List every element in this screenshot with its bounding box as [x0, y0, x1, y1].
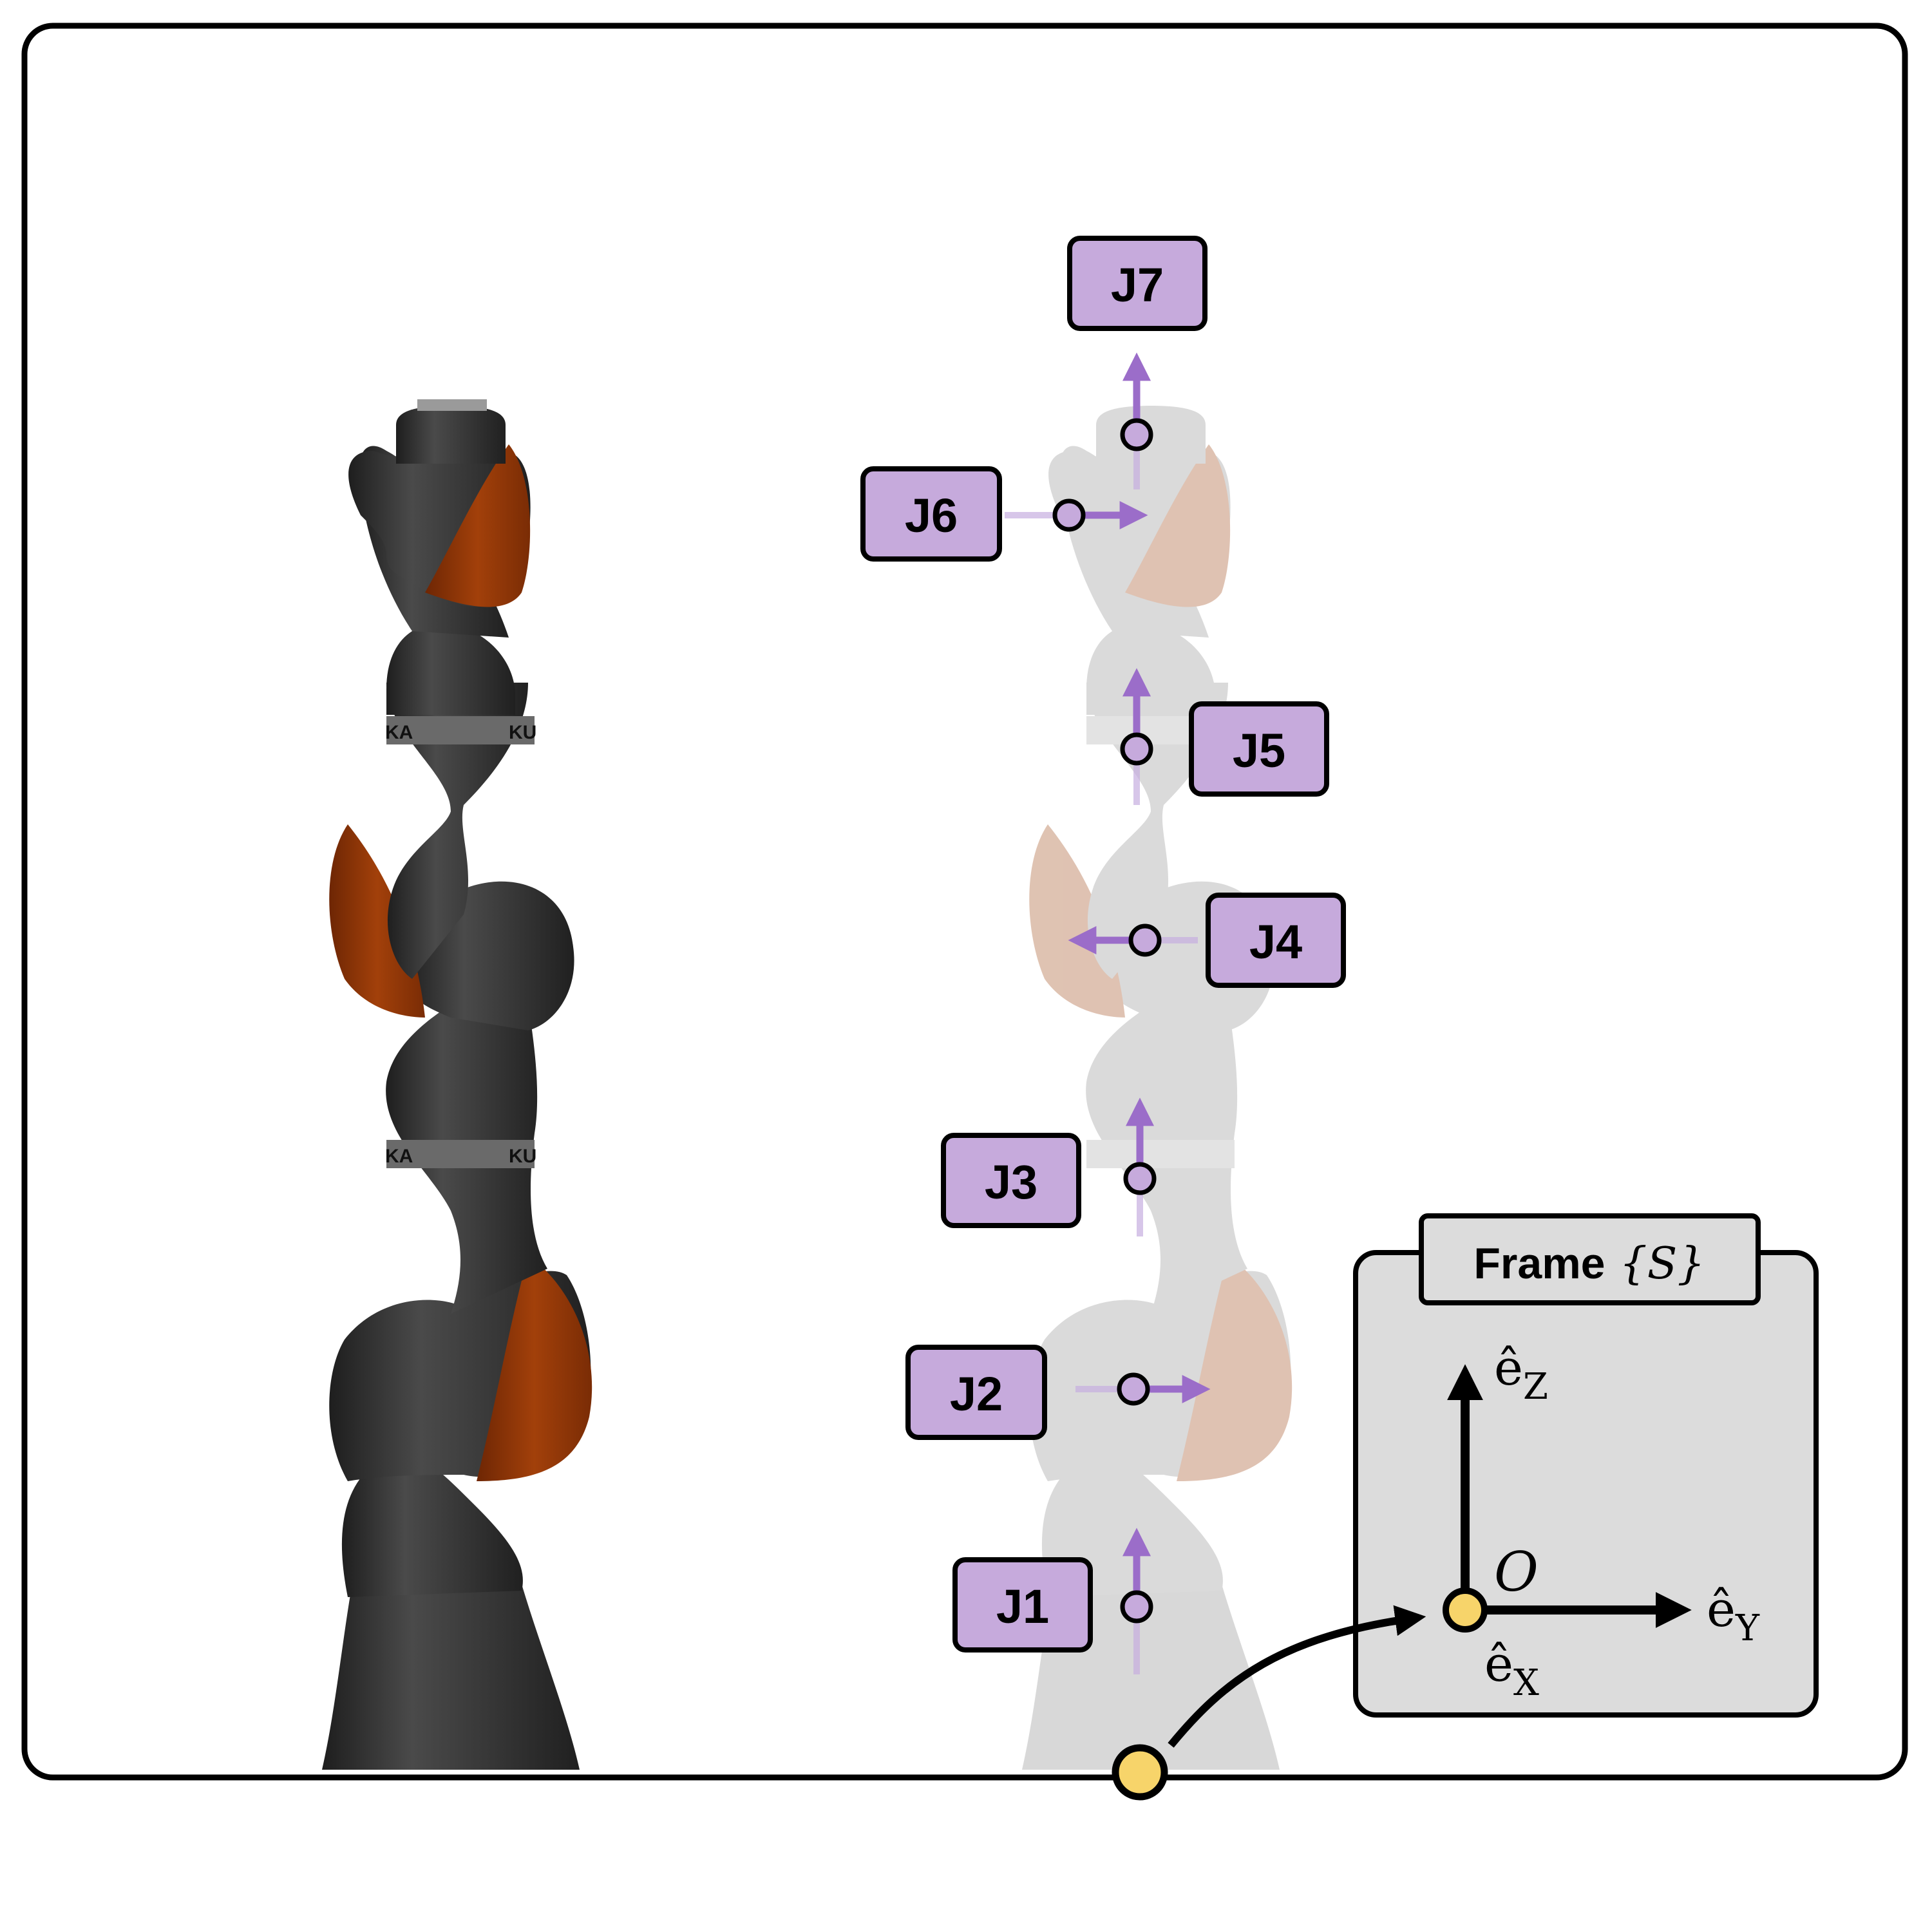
frame-title-tab — [1419, 1213, 1761, 1305]
joint-marker-j4 — [1068, 923, 1162, 957]
joint-label-j7: J7 — [1067, 236, 1208, 331]
svg-text:J3: J3 — [985, 1155, 1037, 1209]
svg-text:J1: J1 — [996, 1580, 1049, 1633]
robot-band-2 — [386, 1140, 535, 1168]
robot-band-2-left-text: KA — [385, 1146, 413, 1167]
ghost-accent-2 — [1177, 1256, 1293, 1481]
joint-label-j2: J2 — [905, 1345, 1047, 1440]
robot-flange-top — [417, 399, 487, 411]
joint-marker-j7 — [1120, 352, 1153, 451]
joint-marker-j1 — [1120, 1528, 1153, 1624]
joint-label-j5: J5 — [1189, 701, 1329, 797]
axis-z-label: êZ — [1494, 1339, 1548, 1408]
ghost-accent-4 — [1029, 824, 1125, 1018]
svg-text:J2: J2 — [950, 1367, 1003, 1421]
joint-label-j4: J4 — [1206, 893, 1346, 988]
svg-text:J5: J5 — [1233, 724, 1285, 777]
robot-accent-2 — [477, 1256, 592, 1481]
origin-connector-arrow — [1168, 1605, 1426, 1748]
joint-label-j1: J1 — [952, 1557, 1093, 1653]
robot-solid: KA KU KA KU — [322, 399, 592, 1770]
base-origin-dot — [1112, 1744, 1168, 1801]
robot-flange — [396, 406, 506, 464]
joint-label-j3: J3 — [941, 1133, 1081, 1228]
robot-base — [322, 1570, 580, 1770]
svg-text:J7: J7 — [1111, 258, 1164, 312]
svg-text:J6: J6 — [905, 489, 958, 542]
frame-title: Frame {S} — [1473, 1238, 1705, 1289]
frame-origin-dot — [1443, 1587, 1488, 1633]
joint-marker-j6 — [1052, 498, 1148, 532]
origin-label: O — [1494, 1540, 1539, 1604]
joint-marker-j3 — [1123, 1097, 1157, 1195]
axis-x-label: êX — [1484, 1635, 1539, 1704]
robot-band-1-left-text: KA — [385, 722, 413, 743]
frame-panel: Frame {S} êZ êY êX O — [1353, 1213, 1819, 1718]
robot-band-2-right-text: KU — [509, 1146, 536, 1167]
robot-link-1 — [341, 1452, 523, 1597]
robot-link-5 — [386, 683, 528, 979]
joint-marker-j2 — [1117, 1372, 1211, 1406]
joint-marker-j5 — [1120, 668, 1153, 766]
joint-label-j6: J6 — [860, 466, 1002, 562]
ghost-accent-6 — [1125, 444, 1231, 607]
robot-accent-6 — [425, 444, 531, 607]
robot-link-6 — [386, 623, 515, 715]
ghost-band-2 — [1086, 1140, 1235, 1168]
robot-band-1 — [386, 716, 535, 744]
svg-text:J4: J4 — [1249, 915, 1302, 969]
ghost-link-6 — [1086, 623, 1215, 715]
robot-band-1-right-text: KU — [509, 722, 536, 743]
axis-y-label: êY — [1707, 1580, 1760, 1649]
robot-accent-4 — [329, 824, 425, 1018]
